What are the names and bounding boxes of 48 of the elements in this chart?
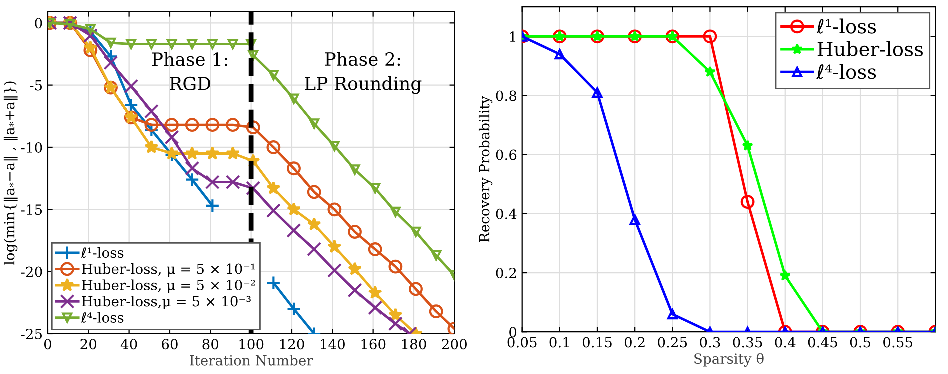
legend-label: Huber-loss,μ = 5 × 10⁻³: [82, 296, 251, 310]
y-tick-label: 0.2: [496, 268, 516, 278]
x-tick-label: 0.45: [808, 337, 838, 348]
y-tick-label: 1: [510, 32, 516, 42]
y-tick-label: 0.6: [496, 150, 517, 160]
legend-label: Huber-loss, μ = 5 × 10⁻¹: [82, 264, 255, 277]
y-tick-label: 0: [35, 18, 42, 29]
x-tick-label: 120: [280, 339, 304, 350]
x-tick-label: 0.2: [624, 337, 645, 348]
x-tick-label: 20: [80, 339, 97, 350]
y-tick-label: 0.4: [496, 208, 517, 220]
x-tick-label: 200: [442, 339, 467, 350]
legend-label: ℓ¹-loss: [81, 247, 124, 258]
legend-label: ℓ¹-loss: [816, 18, 876, 34]
y-axis-title: log(min{‖a$_{*}$−a‖ , ‖a$_{*}$+a‖}): [4, 82, 18, 266]
x-tick-label: 0.55: [884, 337, 912, 348]
x-tick-label: 80: [202, 339, 219, 350]
x-tick-label: 0.4: [775, 337, 796, 348]
x-tick-label: 60: [162, 339, 178, 350]
y-tick-label: -10: [21, 142, 42, 153]
x-axis-title: Sparsity θ: [694, 353, 764, 367]
x-tick-label: 40: [120, 339, 138, 350]
x-tick-label: 140: [321, 339, 345, 350]
x-tick-label: 160: [362, 339, 386, 350]
x-tick-label: 100: [240, 339, 264, 350]
legend-label: Huber-loss, μ = 5 × 10⁻²: [82, 280, 256, 294]
x-tick-label: 0.3: [700, 337, 720, 348]
y-tick-label: 0: [510, 327, 517, 338]
x-tick-label: 0.5: [850, 337, 870, 348]
y-tick-label: -20: [21, 266, 42, 278]
x-tick-label: 0.35: [733, 337, 762, 348]
y-tick-label: -5: [30, 80, 42, 91]
x-tick-label: 0: [44, 339, 52, 350]
x-tick-label: 0.05: [508, 337, 537, 348]
x-tick-label: 0.1: [550, 337, 569, 348]
legend-label: ℓ⁴-loss: [816, 64, 876, 80]
y-tick-label: -15: [21, 204, 42, 216]
x-axis-title: Iteration Number: [190, 355, 314, 366]
y-axis-title: Recovery Probability: [478, 96, 493, 242]
x-tick-label: 0.25: [658, 337, 688, 348]
annotation: Phase 1: RGD: [152, 52, 228, 91]
legend-label: ℓ⁴-loss: [81, 312, 124, 323]
x-tick-label: 180: [402, 339, 426, 350]
annotation: Phase 2: LP Rounding: [305, 52, 422, 94]
y-tick-label: -25: [21, 328, 42, 340]
y-tick-label: 0.8: [496, 90, 517, 102]
legend-label: Huber-loss: [818, 41, 924, 57]
x-tick-label: 0.15: [582, 337, 612, 348]
